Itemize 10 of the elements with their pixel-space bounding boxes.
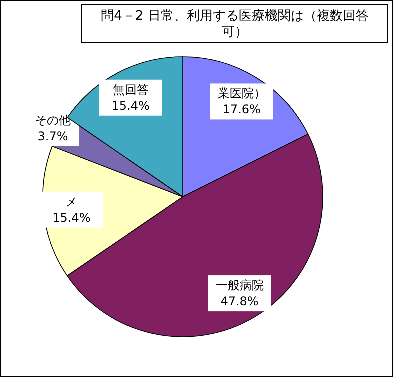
chart-title: 問4－2 日常、利用する医療機関は（複数回答可） <box>101 9 369 40</box>
data-label: 47.8% <box>220 294 259 309</box>
slice-label: メ <box>66 194 78 209</box>
slice-label: 無回答 <box>112 82 149 97</box>
data-label: 17.6% <box>222 102 261 117</box>
slice-label: 業医院） <box>218 86 266 101</box>
data-label: 3.7% <box>38 129 68 144</box>
slice-label: 一般病院 <box>216 278 264 293</box>
data-label: 15.4% <box>112 98 150 113</box>
data-label: 15.4% <box>52 210 91 225</box>
